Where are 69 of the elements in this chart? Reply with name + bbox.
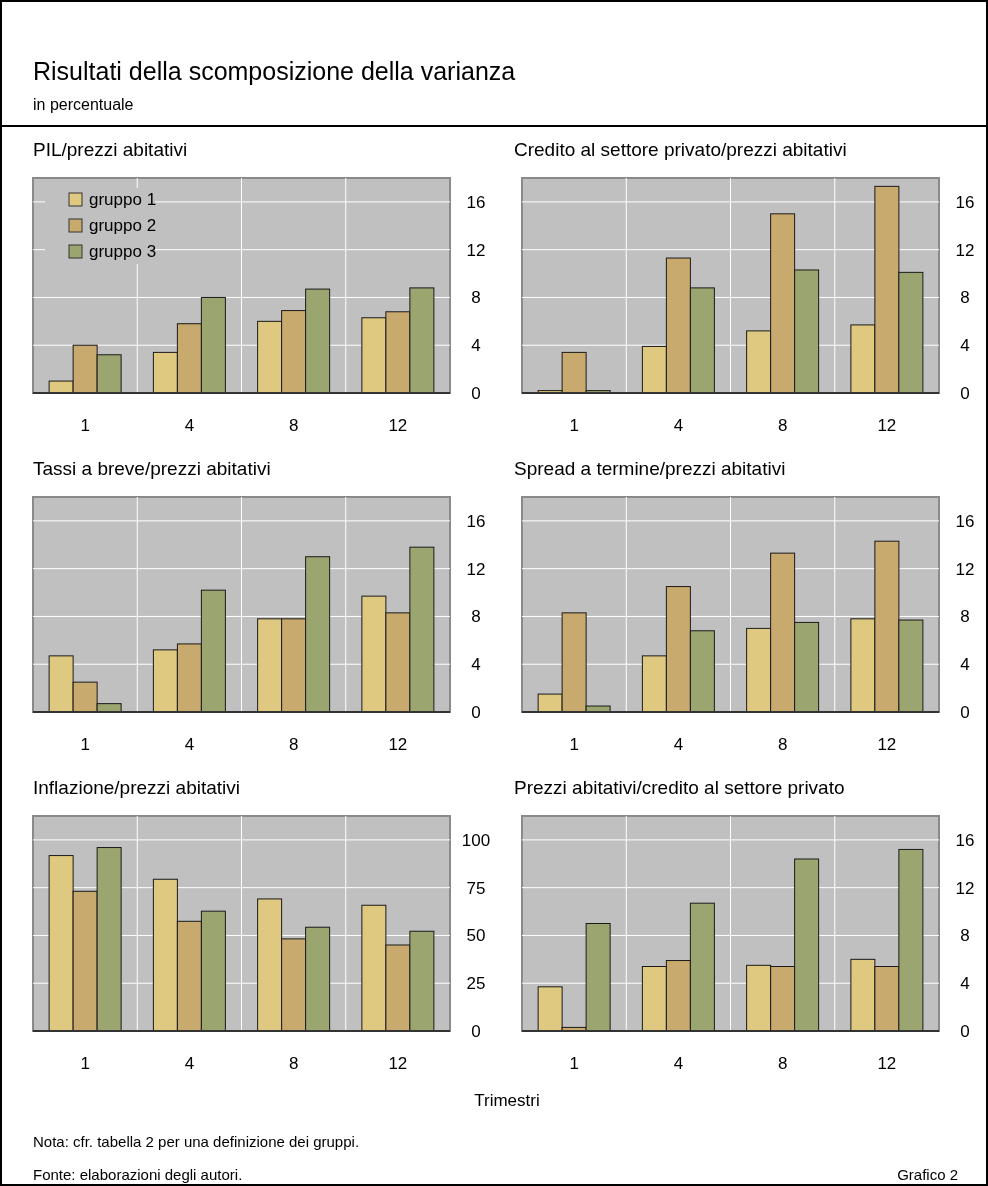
y-tick-label: 16 <box>955 511 975 531</box>
chart-title: Spread a termine/prezzi abitativi <box>514 458 786 479</box>
chart-title: PIL/prezzi abitativi <box>33 139 188 160</box>
y-tick-label: 8 <box>960 288 970 308</box>
x-tick-label: 4 <box>673 1054 684 1073</box>
y-tick-label: 0 <box>471 1021 481 1041</box>
x-tick-label: 4 <box>184 416 195 435</box>
y-tick-label: 16 <box>955 192 975 212</box>
y-tick-label: 0 <box>960 1021 970 1041</box>
y-tick-label: 4 <box>960 974 970 994</box>
x-tick-label: 8 <box>777 735 788 754</box>
chart-title: Credito al settore privato/prezzi abitativi <box>514 139 847 160</box>
x-tick-label: 8 <box>288 735 299 754</box>
x-tick-label: 1 <box>569 416 579 435</box>
text: Grafico 2 <box>897 1166 958 1183</box>
y-tick-label: 4 <box>471 655 481 675</box>
y-tick-label: 0 <box>960 702 970 722</box>
chart-title: Tassi a breve/prezzi abitativi <box>33 458 271 479</box>
x-tick-label: 1 <box>80 416 90 435</box>
x-tick-label: 1 <box>569 735 579 754</box>
x-tick-label: 1 <box>80 1054 90 1073</box>
y-tick-label: 0 <box>471 383 481 403</box>
x-tick-label: 12 <box>388 416 408 435</box>
legend-label: gruppo 1 <box>89 190 157 209</box>
x-tick-label: 8 <box>288 416 299 435</box>
x-tick-label: 12 <box>877 416 897 435</box>
text: Nota: cfr. tabella 2 per una definizione dei gruppi. <box>33 1133 360 1150</box>
chart-title: Inflazione/prezzi abitativi <box>33 777 240 798</box>
x-tick-label: 4 <box>184 1054 195 1073</box>
x-tick-label: 8 <box>777 1054 788 1073</box>
y-tick-label: 12 <box>466 240 486 260</box>
y-tick-label: 8 <box>960 607 970 627</box>
y-tick-label: 16 <box>955 830 975 850</box>
x-tick-label: 4 <box>673 416 684 435</box>
y-tick-label: 12 <box>955 240 975 260</box>
x-tick-label: 8 <box>288 1054 299 1073</box>
y-tick-label: 16 <box>466 192 486 212</box>
y-tick-label: 4 <box>960 336 970 356</box>
x-tick-label: 4 <box>184 735 195 754</box>
source-note: Fonte: elaborazioni degli autori. <box>33 1166 243 1183</box>
y-tick-label: 12 <box>955 878 975 898</box>
x-tick-label: 12 <box>388 735 408 754</box>
text: in percentuale <box>33 96 134 113</box>
y-tick-label: 12 <box>466 559 486 579</box>
text: Risultati della scomposizione della varianza <box>33 57 516 85</box>
chart-title: Prezzi abitativi/credito al settore privato <box>514 777 845 798</box>
x-tick-label: 12 <box>877 735 897 754</box>
x-tick-label: 12 <box>877 1054 897 1073</box>
y-tick-label: 50 <box>466 926 486 946</box>
y-tick-label: 4 <box>471 336 481 356</box>
y-tick-label: 4 <box>960 655 970 675</box>
x-tick-label: 12 <box>388 1054 408 1073</box>
y-tick-label: 8 <box>471 288 481 308</box>
legend-label: gruppo 3 <box>89 242 157 261</box>
y-tick-label: 75 <box>466 878 486 898</box>
y-tick-label: 8 <box>471 607 481 627</box>
y-tick-label: 12 <box>955 559 975 579</box>
y-tick-label: 8 <box>960 926 970 946</box>
y-tick-label: 25 <box>466 974 486 994</box>
y-tick-label: 100 <box>461 830 491 850</box>
x-tick-label: 1 <box>569 1054 579 1073</box>
x-tick-label: 4 <box>673 735 684 754</box>
y-tick-label: 0 <box>471 702 481 722</box>
y-tick-label: 0 <box>960 383 970 403</box>
legend-label: gruppo 2 <box>89 216 157 235</box>
x-tick-label: 8 <box>777 416 788 435</box>
x-tick-label: 1 <box>80 735 90 754</box>
y-tick-label: 16 <box>466 511 486 531</box>
x-axis-title: Trimestri <box>474 1091 540 1110</box>
